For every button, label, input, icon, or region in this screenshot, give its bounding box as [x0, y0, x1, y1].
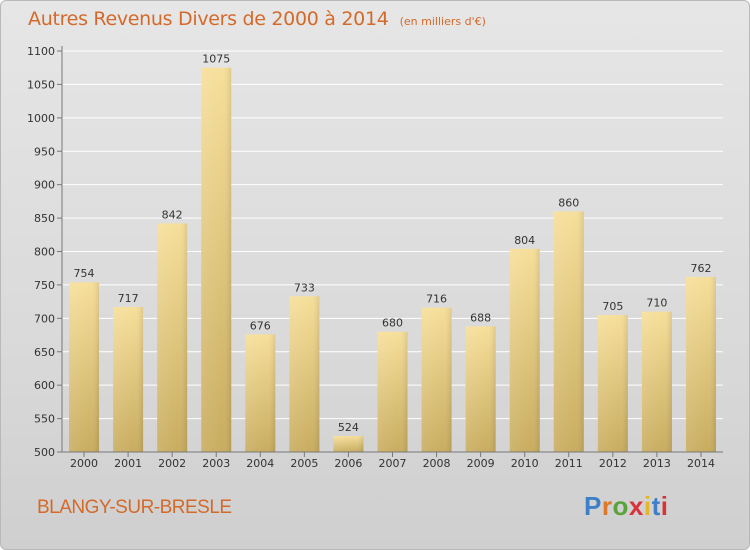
x-tick-label: 2011 [555, 457, 583, 470]
title-row: Autres Revenus Divers de 2000 à 2014 (en… [28, 8, 486, 30]
y-tick-label: 550 [34, 413, 55, 426]
x-tick-label: 2001 [114, 457, 142, 470]
x-tick-label: 2012 [599, 457, 627, 470]
bars: 754 717 842 1075 676 733 524 680 716 688 804 860 705… [69, 53, 716, 452]
value-label: 733 [294, 281, 315, 294]
x-axis-ticks: 2000 2001 2002 2003 2004 2005 2006 2007 2008 2009… [70, 452, 715, 470]
value-label: 710 [646, 297, 667, 310]
bar-shade [69, 282, 100, 452]
chart-subtitle: (en milliers d'€) [399, 15, 486, 28]
y-tick-label: 1000 [27, 112, 55, 125]
bar-shade [377, 331, 408, 452]
bar-shade [553, 211, 584, 452]
bar-shade [465, 326, 496, 452]
value-label: 1075 [202, 53, 230, 66]
x-tick-label: 2005 [290, 457, 318, 470]
bar-shade [597, 314, 628, 452]
y-tick-label: 600 [34, 379, 55, 392]
x-tick-label: 2002 [158, 457, 186, 470]
value-label: 716 [426, 293, 447, 306]
y-tick-label: 950 [34, 145, 55, 158]
logo-letter: r [601, 491, 613, 521]
logo-letter: P [584, 491, 602, 521]
bar-shade [201, 67, 232, 452]
logo-letter: x [628, 491, 644, 521]
y-tick-label: 700 [34, 312, 55, 325]
city-name: BLANGY-SUR-BRESLE [37, 497, 232, 518]
logo-letter: i [643, 491, 652, 521]
bar-shade [157, 223, 188, 452]
x-tick-label: 2000 [70, 457, 98, 470]
value-label: 717 [118, 292, 139, 305]
proxiti-logo: Proxiti [584, 491, 668, 522]
bar-shade [289, 296, 320, 452]
y-tick-label: 500 [34, 446, 55, 459]
value-label: 688 [470, 311, 491, 324]
y-tick-label: 800 [34, 246, 55, 259]
value-label: 754 [74, 267, 95, 280]
y-tick-label: 650 [34, 346, 55, 359]
value-label: 842 [162, 208, 183, 221]
x-tick-label: 2014 [687, 457, 715, 470]
bar-shade [113, 306, 144, 452]
value-label: 680 [382, 317, 403, 330]
bar-shade [333, 435, 364, 452]
y-tick-label: 900 [34, 179, 55, 192]
logo-letter: t [651, 491, 661, 521]
x-tick-label: 2008 [423, 457, 451, 470]
x-tick-label: 2003 [202, 457, 230, 470]
bar-shade [641, 311, 672, 452]
y-tick-label: 1100 [27, 45, 55, 58]
value-label: 705 [602, 300, 623, 313]
y-axis-ticks: 500 550 600 650 700 750 800 850 900 950 1000 1050 11… [27, 45, 62, 459]
x-tick-label: 2010 [511, 457, 539, 470]
value-label: 676 [250, 319, 271, 332]
value-label: 524 [338, 421, 359, 434]
chart-title: Autres Revenus Divers de 2000 à 2014 [28, 8, 389, 30]
value-label: 762 [690, 262, 711, 275]
y-tick-label: 850 [34, 212, 55, 225]
value-label: 804 [514, 234, 535, 247]
y-tick-label: 750 [34, 279, 55, 292]
bar-shade [421, 307, 452, 452]
bar-shade [245, 334, 276, 452]
y-tick-label: 1050 [27, 78, 55, 91]
x-tick-label: 2004 [246, 457, 274, 470]
x-tick-label: 2013 [643, 457, 671, 470]
bar-shade [685, 276, 716, 452]
x-tick-label: 2006 [334, 457, 362, 470]
bar-shade [509, 248, 540, 452]
x-tick-label: 2009 [467, 457, 495, 470]
value-label: 860 [558, 196, 579, 209]
x-tick-label: 2007 [379, 457, 407, 470]
logo-letter: o [612, 491, 629, 521]
logo-letter: i [660, 491, 669, 521]
